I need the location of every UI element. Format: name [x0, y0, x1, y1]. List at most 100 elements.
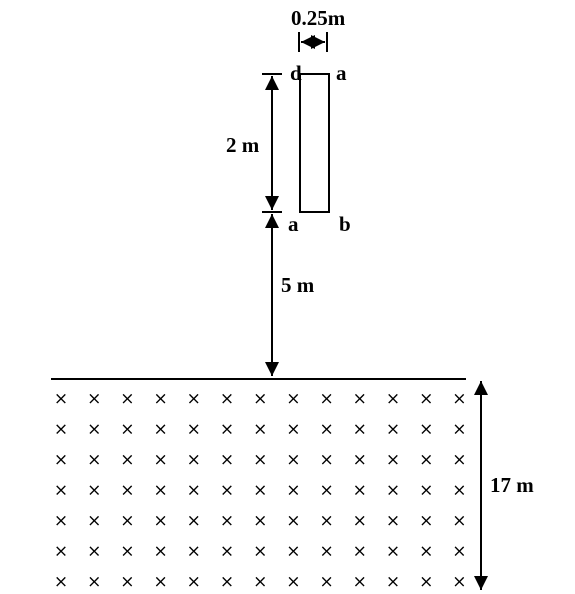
field-cross: × — [386, 572, 400, 592]
field-depth-label: 17 m — [490, 473, 534, 497]
distance-label: 5 m — [281, 273, 315, 297]
corner-label-b: b — [339, 212, 351, 236]
field-cross: × — [187, 511, 201, 531]
field-cross: × — [319, 450, 333, 470]
field-cross: × — [54, 450, 68, 470]
field-cross: × — [452, 389, 466, 409]
field-cross: × — [452, 420, 466, 440]
field-cross: × — [319, 420, 333, 440]
field-cross: × — [253, 542, 267, 562]
field-cross: × — [120, 450, 134, 470]
field-cross: × — [54, 481, 68, 501]
field-cross: × — [87, 389, 101, 409]
field-cross: × — [120, 572, 134, 592]
field-cross: × — [87, 481, 101, 501]
field-cross: × — [419, 572, 433, 592]
field-cross: × — [286, 420, 300, 440]
field-cross: × — [319, 511, 333, 531]
field-cross: × — [319, 481, 333, 501]
width-label: 0.25m — [291, 6, 346, 30]
field-cross: × — [452, 542, 466, 562]
field-cross: × — [286, 572, 300, 592]
field-cross: × — [87, 420, 101, 440]
field-cross: × — [220, 389, 234, 409]
field-cross: × — [187, 572, 201, 592]
field-cross: × — [220, 572, 234, 592]
field-cross: × — [353, 542, 367, 562]
field-cross: × — [452, 572, 466, 592]
field-cross: × — [419, 420, 433, 440]
field-cross: × — [87, 511, 101, 531]
field-cross: × — [153, 450, 167, 470]
field-cross: × — [452, 450, 466, 470]
field-cross: × — [187, 420, 201, 440]
corner-label-a-top: a — [336, 61, 347, 85]
conducting-loop — [299, 73, 330, 213]
field-cross: × — [54, 572, 68, 592]
field-cross: × — [319, 542, 333, 562]
field-cross: × — [386, 420, 400, 440]
corner-label-d: d — [290, 61, 302, 85]
field-cross: × — [153, 542, 167, 562]
field-cross: × — [153, 572, 167, 592]
field-cross: × — [153, 481, 167, 501]
field-cross: × — [353, 389, 367, 409]
field-cross: × — [120, 511, 134, 531]
field-cross: × — [286, 481, 300, 501]
field-cross: × — [187, 450, 201, 470]
field-cross: × — [286, 511, 300, 531]
field-cross: × — [286, 542, 300, 562]
field-cross: × — [87, 450, 101, 470]
field-cross: × — [452, 511, 466, 531]
field-cross: × — [386, 511, 400, 531]
field-cross: × — [353, 572, 367, 592]
field-cross: × — [353, 481, 367, 501]
field-cross: × — [120, 420, 134, 440]
field-cross: × — [253, 511, 267, 531]
field-cross: × — [187, 481, 201, 501]
field-cross: × — [54, 542, 68, 562]
height-label: 2 m — [226, 133, 260, 157]
field-cross: × — [253, 481, 267, 501]
field-cross: × — [286, 450, 300, 470]
field-cross: × — [353, 450, 367, 470]
field-cross: × — [153, 511, 167, 531]
field-cross: × — [120, 542, 134, 562]
field-cross: × — [386, 481, 400, 501]
field-cross: × — [220, 511, 234, 531]
field-cross: × — [452, 481, 466, 501]
field-cross: × — [253, 420, 267, 440]
magnetic-field-into-page: × × × × × × × × × × × × × × × × × × × × × × × × × × × × × × × × × × × × × × × ×… — [54, 389, 467, 592]
field-cross: × — [419, 450, 433, 470]
field-cross: × — [253, 450, 267, 470]
field-cross: × — [120, 389, 134, 409]
field-cross: × — [386, 542, 400, 562]
field-cross: × — [220, 450, 234, 470]
field-cross: × — [54, 420, 68, 440]
field-cross: × — [87, 572, 101, 592]
field-cross: × — [419, 511, 433, 531]
field-cross: × — [220, 542, 234, 562]
corner-label-a-bottom: a — [288, 212, 299, 236]
field-cross: × — [187, 389, 201, 409]
field-cross: × — [319, 389, 333, 409]
field-cross: × — [419, 481, 433, 501]
field-cross: × — [220, 481, 234, 501]
field-cross: × — [386, 450, 400, 470]
field-cross: × — [153, 420, 167, 440]
field-cross: × — [153, 389, 167, 409]
field-cross: × — [253, 389, 267, 409]
field-cross: × — [419, 542, 433, 562]
field-cross: × — [54, 511, 68, 531]
field-cross: × — [386, 389, 400, 409]
field-cross: × — [120, 481, 134, 501]
field-cross: × — [253, 572, 267, 592]
field-cross: × — [54, 389, 68, 409]
field-cross: × — [220, 420, 234, 440]
field-cross: × — [87, 542, 101, 562]
field-cross: × — [353, 420, 367, 440]
field-cross: × — [419, 389, 433, 409]
field-cross: × — [286, 389, 300, 409]
field-cross: × — [319, 572, 333, 592]
field-cross: × — [353, 511, 367, 531]
